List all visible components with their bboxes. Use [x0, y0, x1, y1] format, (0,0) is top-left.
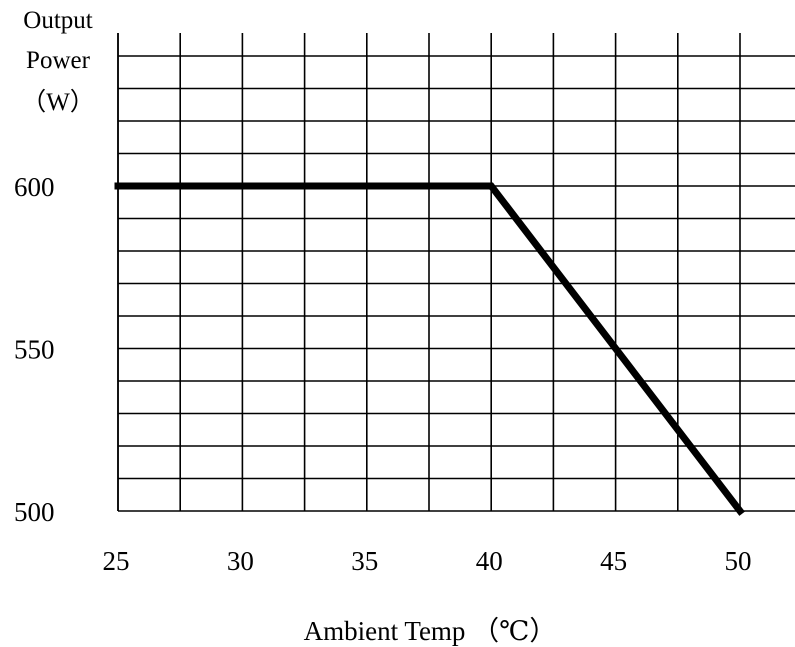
y-axis-title-line-3: （W）: [21, 88, 95, 116]
x-tick-label: 50: [725, 546, 752, 576]
y-tick-label: 600: [14, 172, 55, 202]
y-tick-label: 550: [14, 335, 55, 365]
x-tick-label: 45: [600, 546, 627, 576]
x-tick-label: 35: [351, 546, 378, 576]
chart-grid: [117, 33, 795, 512]
x-tick-label: 30: [227, 546, 254, 576]
x-tick-labels: 25 30 35 40 45 50: [103, 546, 752, 576]
chart-series: [114, 182, 745, 516]
x-tick-label: 25: [103, 546, 130, 576]
y-axis-title-line-2: Power: [26, 47, 91, 74]
y-tick-label: 500: [14, 497, 55, 527]
x-axis-title: Ambient Temp （℃）: [304, 616, 557, 646]
y-axis-title-line-1: Output: [23, 7, 93, 34]
series-line: [114, 182, 745, 516]
x-tick-label: 40: [476, 546, 503, 576]
y-tick-labels: 500 550 600: [14, 172, 55, 527]
